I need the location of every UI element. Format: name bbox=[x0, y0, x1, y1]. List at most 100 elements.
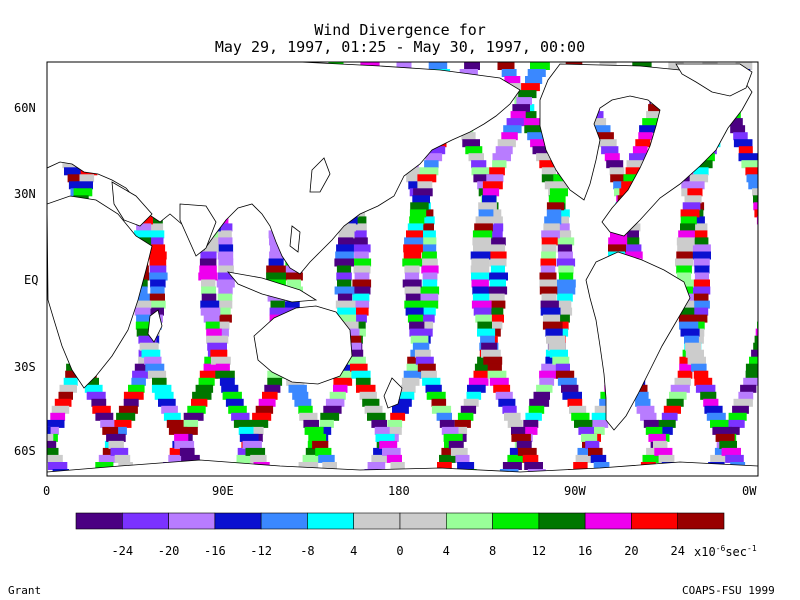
swath-segment bbox=[405, 293, 421, 302]
swath-segment bbox=[487, 370, 507, 379]
swath-segment bbox=[522, 454, 539, 463]
swath-segment bbox=[198, 272, 218, 281]
swath-segment bbox=[3, 209, 18, 217]
swath-segment bbox=[590, 454, 607, 463]
swath-segment bbox=[367, 412, 386, 421]
north-america-landmass bbox=[539, 63, 753, 237]
swath-segment bbox=[558, 251, 573, 260]
swath-segment bbox=[270, 300, 285, 309]
swath-segment bbox=[215, 230, 232, 239]
swath-segment bbox=[95, 412, 114, 421]
swath-segment bbox=[489, 377, 509, 386]
swath-segment bbox=[333, 384, 348, 393]
swath-segment bbox=[738, 153, 758, 162]
swath-segment bbox=[266, 272, 286, 281]
swath-segment bbox=[64, 167, 82, 176]
swath-segment bbox=[213, 321, 230, 330]
swath-segment bbox=[417, 181, 433, 190]
swath-segment bbox=[539, 160, 555, 169]
swath-segment bbox=[413, 188, 433, 197]
swath-segment bbox=[215, 370, 235, 379]
swath-segment bbox=[558, 265, 574, 274]
swath-segment bbox=[337, 279, 352, 288]
swath-segment bbox=[690, 300, 710, 309]
swath-segment bbox=[431, 405, 452, 414]
swath-segment bbox=[693, 167, 709, 176]
colorbar-swatch bbox=[75, 512, 123, 530]
swath-segment bbox=[549, 349, 568, 358]
swath-segment bbox=[308, 433, 327, 442]
swath-segment bbox=[555, 223, 570, 232]
swath-segment bbox=[544, 216, 562, 225]
swath-segment bbox=[745, 167, 758, 176]
swath-segment bbox=[753, 195, 758, 204]
swath-segment bbox=[28, 76, 45, 84]
swath-segment bbox=[541, 230, 560, 239]
swath-segment bbox=[149, 237, 164, 246]
swath-segment bbox=[32, 420, 47, 428]
units-exp2: -1 bbox=[747, 544, 757, 553]
swath-segment bbox=[351, 300, 370, 309]
swath-segment bbox=[404, 237, 424, 246]
swath-segment bbox=[524, 462, 543, 470]
swath-segment bbox=[0, 252, 14, 260]
swath-segment bbox=[29, 125, 43, 133]
colorbar-tick-label: 24 bbox=[670, 544, 685, 558]
swath-segment bbox=[108, 440, 124, 449]
swath-segment bbox=[11, 174, 26, 182]
swath-segment bbox=[201, 286, 216, 295]
swath-segment bbox=[691, 244, 711, 253]
swath-segment bbox=[22, 62, 39, 70]
swath-segment bbox=[371, 454, 388, 463]
swath-segment bbox=[732, 405, 749, 414]
australia-landmass bbox=[253, 305, 353, 385]
swath-segment bbox=[530, 139, 549, 148]
swath-segment bbox=[516, 97, 532, 106]
swath-segment bbox=[136, 314, 151, 323]
swath-segment bbox=[336, 272, 352, 281]
africa-landmass bbox=[47, 195, 153, 389]
swath-segment bbox=[144, 356, 162, 365]
swath-segment bbox=[26, 69, 41, 77]
swath-segment bbox=[329, 391, 346, 400]
swath-segment bbox=[577, 447, 596, 456]
swath-segment bbox=[132, 370, 150, 379]
swath-segment bbox=[676, 237, 695, 246]
swath-segment bbox=[65, 370, 81, 379]
swath-segment bbox=[475, 314, 492, 323]
swath-segment bbox=[682, 202, 701, 211]
swath-segment bbox=[471, 160, 487, 169]
swath-segment bbox=[599, 476, 617, 484]
swath-segment bbox=[497, 62, 515, 70]
swath-segment bbox=[536, 384, 553, 393]
swath-segment bbox=[51, 405, 70, 414]
swath-segment bbox=[158, 398, 176, 407]
swath-segment bbox=[546, 209, 562, 218]
swath-segment bbox=[589, 419, 609, 428]
swath-segment bbox=[545, 328, 563, 337]
swath-segment bbox=[569, 405, 587, 414]
swath-segment bbox=[638, 132, 653, 141]
units-prefix: x10 bbox=[694, 545, 716, 559]
swath-segment bbox=[472, 237, 492, 246]
swath-segment bbox=[575, 454, 592, 463]
swath-segment bbox=[728, 412, 747, 421]
swath-segment bbox=[319, 419, 334, 428]
swath-segment bbox=[338, 230, 355, 239]
swath-segment bbox=[555, 286, 576, 295]
swath-segment bbox=[47, 433, 54, 442]
swath-segment bbox=[592, 125, 611, 134]
swath-segment bbox=[110, 447, 129, 456]
lat-label-eq: EQ bbox=[24, 273, 39, 287]
swath-segment bbox=[422, 272, 438, 281]
swath-segment bbox=[678, 230, 695, 239]
colorbar-tick-label: -16 bbox=[204, 544, 226, 558]
swath-segment bbox=[762, 259, 778, 267]
swath-segment bbox=[419, 293, 439, 302]
swath-segment bbox=[489, 167, 505, 176]
swath-segment bbox=[402, 258, 423, 267]
swath-segment bbox=[174, 440, 195, 449]
swath-segment bbox=[135, 321, 154, 330]
swath-segment bbox=[134, 307, 151, 316]
